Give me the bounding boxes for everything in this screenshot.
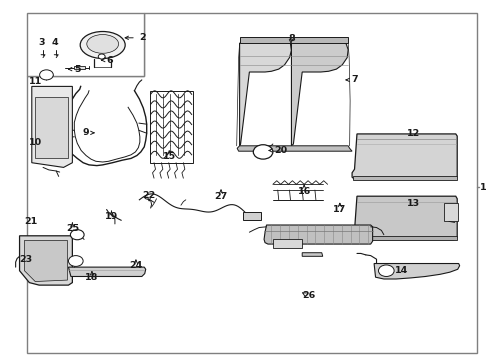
Ellipse shape <box>80 31 125 58</box>
Text: 20: 20 <box>273 146 286 155</box>
Bar <box>351 236 456 240</box>
Bar <box>272 239 302 248</box>
Text: 14: 14 <box>394 266 408 275</box>
Bar <box>27 13 144 76</box>
Polygon shape <box>32 86 72 167</box>
Text: 25: 25 <box>66 224 79 233</box>
Circle shape <box>40 70 53 80</box>
Text: 19: 19 <box>104 212 118 221</box>
Polygon shape <box>68 267 145 276</box>
Circle shape <box>253 145 272 159</box>
Bar <box>242 212 261 220</box>
Bar <box>239 37 347 43</box>
Polygon shape <box>24 240 67 282</box>
Polygon shape <box>20 236 72 285</box>
Text: 6: 6 <box>106 55 113 65</box>
Text: 8: 8 <box>288 34 295 43</box>
Text: 13: 13 <box>406 199 419 208</box>
Text: 16: 16 <box>297 187 310 196</box>
Text: 4: 4 <box>52 38 59 47</box>
Polygon shape <box>239 41 291 146</box>
Text: 27: 27 <box>214 192 227 201</box>
Polygon shape <box>264 225 372 244</box>
Ellipse shape <box>87 35 118 53</box>
Bar <box>74 66 85 69</box>
Text: 5: 5 <box>74 65 81 74</box>
Text: 23: 23 <box>20 256 32 264</box>
Text: 7: 7 <box>350 76 357 85</box>
Text: 11: 11 <box>28 77 42 86</box>
Circle shape <box>378 265 393 276</box>
Circle shape <box>70 230 84 240</box>
Text: 12: 12 <box>406 129 419 138</box>
Text: 24: 24 <box>129 261 142 270</box>
Text: 9: 9 <box>82 129 89 137</box>
Bar <box>35 97 68 158</box>
Polygon shape <box>351 134 456 179</box>
Circle shape <box>68 256 83 266</box>
Text: 22: 22 <box>142 191 156 199</box>
Bar <box>443 203 457 221</box>
Polygon shape <box>302 253 322 256</box>
Text: 1: 1 <box>479 183 486 192</box>
Text: 2: 2 <box>139 33 146 42</box>
Text: 18: 18 <box>85 274 99 282</box>
Text: 21: 21 <box>24 217 38 226</box>
Text: 17: 17 <box>332 205 346 214</box>
Polygon shape <box>350 196 456 240</box>
Text: 10: 10 <box>29 138 41 147</box>
Polygon shape <box>373 264 459 279</box>
Polygon shape <box>291 41 347 146</box>
Text: 3: 3 <box>38 38 45 47</box>
Bar <box>352 176 456 180</box>
Circle shape <box>98 54 105 59</box>
Text: 26: 26 <box>302 292 315 300</box>
Text: 15: 15 <box>163 152 175 161</box>
Polygon shape <box>237 146 351 151</box>
Bar <box>149 91 192 163</box>
